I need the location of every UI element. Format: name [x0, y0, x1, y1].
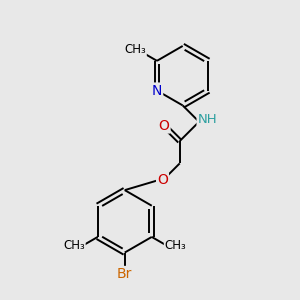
Text: CH₃: CH₃ — [63, 239, 85, 252]
Text: O: O — [157, 173, 168, 187]
Text: O: O — [159, 118, 170, 133]
Text: Br: Br — [117, 267, 132, 281]
Text: N: N — [152, 84, 162, 98]
Text: CH₃: CH₃ — [124, 43, 146, 56]
Text: NH: NH — [198, 113, 217, 126]
Text: CH₃: CH₃ — [165, 239, 187, 252]
